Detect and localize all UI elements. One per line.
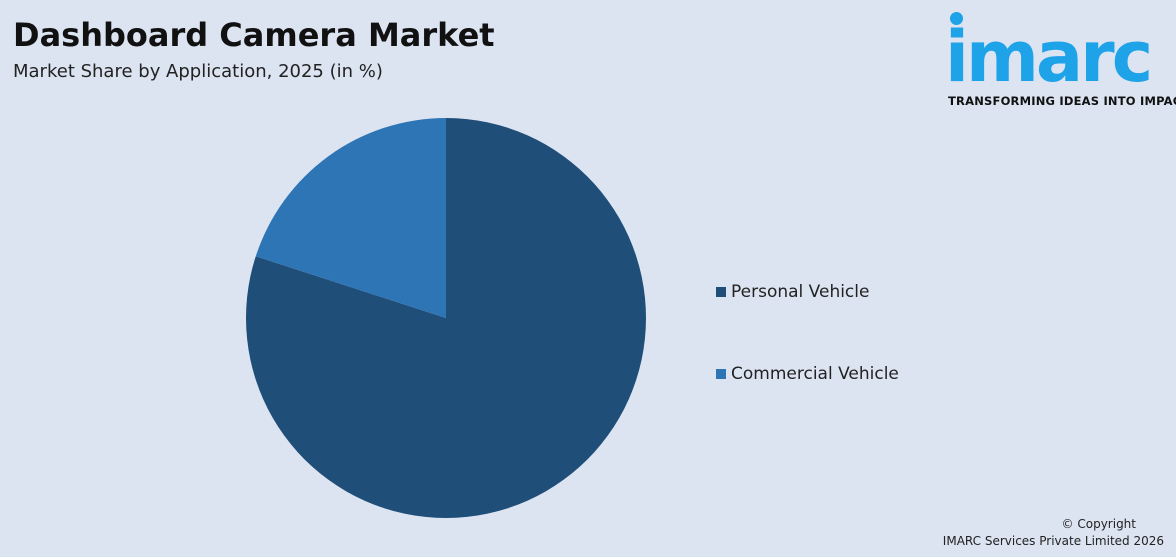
imarc-logo: imarc TRANSFORMING IDEAS INTO IMPACT bbox=[945, 12, 1176, 108]
chart-subtitle: Market Share by Application, 2025 (in %) bbox=[13, 61, 383, 82]
legend-label-commercial-vehicle: Commercial Vehicle bbox=[731, 364, 899, 384]
legend-swatch-personal-vehicle bbox=[716, 287, 726, 297]
chart-title: Dashboard Camera Market bbox=[13, 16, 495, 54]
legend-item-commercial-vehicle: Commercial Vehicle bbox=[716, 364, 899, 384]
logo-tagline: TRANSFORMING IDEAS INTO IMPACT bbox=[948, 94, 1176, 108]
logo-dot-icon bbox=[950, 12, 963, 25]
copyright-notice: © Copyright IMARC Services Private Limit… bbox=[943, 516, 1164, 550]
copyright-line-1: © Copyright bbox=[1061, 517, 1136, 531]
legend-label-personal-vehicle: Personal Vehicle bbox=[731, 282, 870, 302]
copyright-line-2: IMARC Services Private Limited 2026 bbox=[942, 534, 1164, 548]
pie-slices bbox=[246, 118, 646, 518]
pie-slice-commercial-vehicle bbox=[255, 118, 446, 318]
legend-item-personal-vehicle: Personal Vehicle bbox=[716, 282, 869, 302]
logo-wordmark: imarc bbox=[945, 16, 1153, 98]
legend-swatch-commercial-vehicle bbox=[716, 369, 726, 379]
pie-slice-personal-vehicle bbox=[246, 118, 646, 518]
